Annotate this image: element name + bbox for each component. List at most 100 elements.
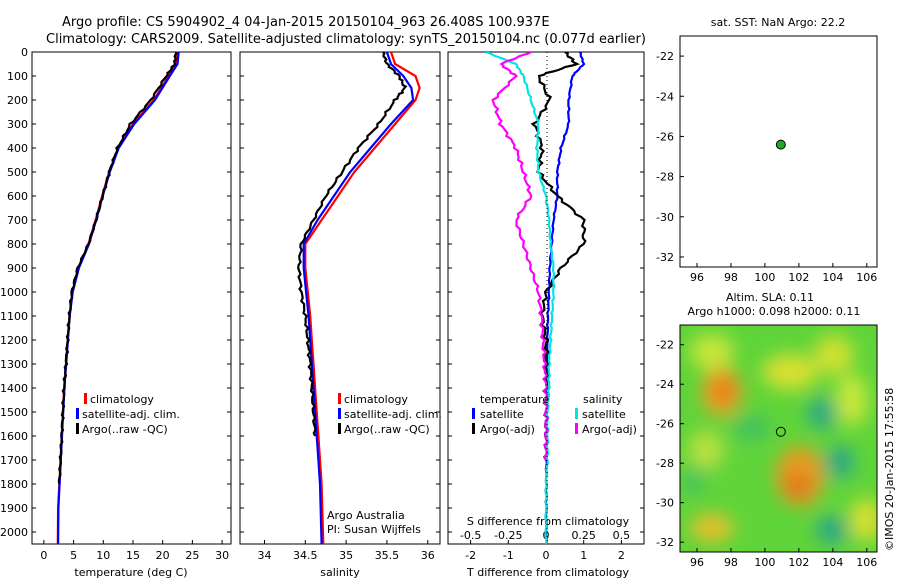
- legend-label: climatology: [344, 393, 408, 406]
- depth-tick-label: 1400: [0, 382, 28, 395]
- salinity-xlabel: salinity: [320, 566, 360, 579]
- temperature-panel-frame: [31, 51, 232, 545]
- legend-swatch-s-argo: [575, 423, 578, 434]
- depth-tick-label: 300: [7, 118, 28, 131]
- sst-map-axes: 96 98 100 102 104 106 -22 -24 -26 -28 -30 -32: [656, 50, 877, 284]
- map-x-tick-label: 104: [822, 556, 843, 569]
- salinity-x-tick-label: 35: [339, 549, 353, 562]
- salinity-x-tick-label: 35.5: [375, 549, 400, 562]
- s-difference-tick-label: 0.5: [613, 529, 631, 542]
- depth-tick-label: 900: [7, 262, 28, 275]
- legend-swatch-s-satellite: [575, 408, 578, 419]
- temperature-x-tick-label: 15: [126, 549, 140, 562]
- map-x-tick-label: 102: [788, 556, 809, 569]
- legend-swatch-climatology: [338, 393, 341, 404]
- t-difference-x-tick-label: 1: [580, 549, 587, 562]
- temperature-x-tick-label: 5: [70, 549, 77, 562]
- map-y-tick-label: -24: [656, 378, 674, 391]
- temperature-x-tick-label: 10: [96, 549, 110, 562]
- salinity-x-tick-label: 36: [421, 549, 435, 562]
- depth-tick-label: 1800: [0, 478, 28, 491]
- difference-series: [485, 52, 587, 544]
- t-difference-x-tick-label: 0: [543, 549, 550, 562]
- legend-label: satellite-adj. clim.: [82, 408, 180, 421]
- salinity-x-tick-label: 34: [257, 549, 271, 562]
- map-x-tick-label: 106: [856, 556, 877, 569]
- temperature-x-tick-label: 30: [215, 549, 229, 562]
- depth-tick-label: 1100: [0, 310, 28, 323]
- map-x-tick-label: 100: [754, 271, 775, 284]
- map-y-tick-label: -22: [656, 339, 674, 352]
- map-y-tick-label: -32: [656, 536, 674, 549]
- depth-tick-label: 500: [7, 166, 28, 179]
- legend-swatch-climatology: [84, 393, 87, 404]
- legend-label: Argo(..raw -QC): [82, 423, 168, 436]
- depth-tick-label: 800: [7, 238, 28, 251]
- copyright-stamp: ©IMOS 20-Jan-2015 17:55:58: [883, 388, 896, 551]
- legend-swatch-t-satellite: [472, 408, 475, 419]
- salinity-x-axis: 34 34.5 35 35.5 36: [257, 540, 435, 562]
- depth-tick-label: 1300: [0, 358, 28, 371]
- s-difference-xlabel: S difference from climatology: [467, 515, 630, 528]
- difference-legend: temperature salinity satellite Argo(-adj…: [472, 393, 637, 436]
- map-x-tick-label: 98: [724, 556, 738, 569]
- map-y-tick-label: -30: [656, 497, 674, 510]
- s-difference-tick-label: -0.25: [494, 529, 522, 542]
- series-line: [57, 52, 178, 485]
- legend-title-temperature: temperature: [480, 393, 549, 406]
- map-y-tick-label: -28: [656, 171, 674, 184]
- sst-map-frame: [679, 35, 878, 268]
- salinity-x-tick-label: 34.5: [293, 549, 318, 562]
- legend-label: climatology: [90, 393, 154, 406]
- credit-pi: PI: Susan Wijffels: [327, 523, 421, 536]
- legend-swatch-t-argo: [472, 423, 475, 434]
- temperature-series: [56, 52, 180, 544]
- legend-label: Argo(-adj): [480, 423, 535, 436]
- sla-map-frame: [679, 324, 878, 553]
- map-x-tick-label: 106: [856, 271, 877, 284]
- temperature-legend: climatology satellite-adj. clim. Argo(..…: [76, 393, 180, 436]
- series-line: [297, 52, 408, 437]
- series-line: [544, 52, 586, 544]
- legend-swatch-satellite-adj: [338, 408, 341, 419]
- depth-tick-label: 200: [7, 94, 28, 107]
- map-x-tick-label: 102: [788, 271, 809, 284]
- map-y-tick-label: -26: [656, 130, 674, 143]
- map-x-tick-label: 100: [754, 556, 775, 569]
- argo-position-ring: [775, 426, 786, 437]
- legend-swatch-satellite-adj: [76, 408, 79, 419]
- series-line: [57, 52, 180, 544]
- legend-label: Argo(-adj): [582, 423, 637, 436]
- sla-heatmap: [680, 325, 877, 552]
- map-y-tick-label: -28: [656, 457, 674, 470]
- map-x-tick-label: 98: [724, 271, 738, 284]
- s-difference-tick-label: -0.5: [460, 529, 481, 542]
- depth-tick-label: 1000: [0, 286, 28, 299]
- depth-tick-label: 100: [7, 70, 28, 83]
- argo-position-marker: [775, 139, 786, 150]
- header-line1: Argo profile: CS 5904902_4 04-Jan-2015 2…: [62, 15, 550, 30]
- legend-swatch-argo: [338, 423, 341, 434]
- sla-map-title1: Altim. SLA: 0.11: [726, 291, 814, 304]
- map-y-tick-label: -32: [656, 251, 674, 264]
- series-line: [485, 52, 556, 544]
- legend-label: satellite: [582, 408, 626, 421]
- sla-map-axes: 96 98 100 102 104 106 -22 -24 -26 -28 -30 -32: [656, 339, 877, 569]
- depth-tick-label: 1500: [0, 406, 28, 419]
- depth-axis: 0 100 200 300 400 500 600 700 800 900 1000 1100 1200…: [0, 46, 644, 539]
- depth-tick-label: 400: [7, 142, 28, 155]
- depth-tick-label: 1600: [0, 430, 28, 443]
- legend-label: satellite-adj. clim.: [344, 408, 442, 421]
- s-difference-tick-label: 0.25: [571, 529, 596, 542]
- temperature-xlabel: temperature (deg C): [74, 566, 187, 579]
- map-y-tick-label: -30: [656, 211, 674, 224]
- map-y-tick-label: -22: [656, 50, 674, 63]
- depth-tick-label: 0: [21, 46, 28, 59]
- t-difference-x-tick-label: -1: [503, 549, 514, 562]
- series-line: [56, 52, 179, 544]
- salinity-panel-frame: [239, 51, 441, 545]
- series-line: [304, 52, 421, 544]
- depth-tick-label: 1200: [0, 334, 28, 347]
- sst-map-title: sat. SST: NaN Argo: 22.2: [711, 16, 845, 29]
